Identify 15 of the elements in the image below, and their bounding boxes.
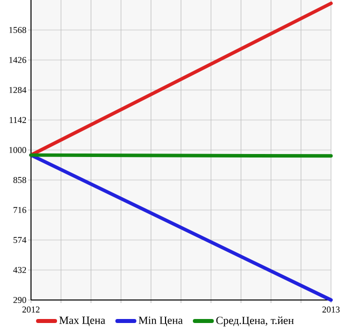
y-tick-label: 1568 xyxy=(9,26,26,34)
legend-label: Max Цена xyxy=(59,316,106,326)
y-tick-label: 1426 xyxy=(9,56,26,64)
y-tick-label: 432 xyxy=(13,266,26,274)
y-tick-label: 1000 xyxy=(9,146,26,154)
y-tick-label: 1142 xyxy=(10,117,26,123)
y-tick-label: 1284 xyxy=(9,86,26,94)
legend-label: Min Цена xyxy=(138,316,183,326)
y-tick-label: 290 xyxy=(13,296,26,304)
x-tick-label: 2013 xyxy=(322,306,340,313)
legend-label: Сред.Цена, т.йен xyxy=(216,316,294,326)
y-tick-label: 574 xyxy=(14,237,26,243)
y-tick-label: 858 xyxy=(13,176,26,184)
y-tick-label: 716 xyxy=(14,206,26,214)
x-tick-label: 2012 xyxy=(22,306,40,313)
